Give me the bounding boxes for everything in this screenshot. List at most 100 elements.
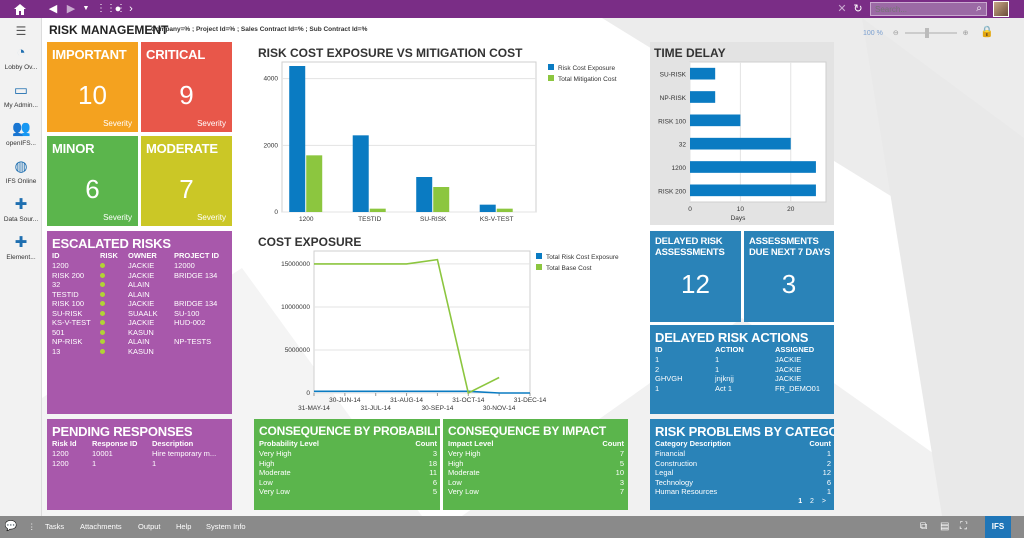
- table-row[interactable]: High 18: [259, 459, 437, 469]
- table-row[interactable]: Technology 6: [655, 478, 831, 488]
- zoom-control[interactable]: 100 % ⊖ ⊕ 🔒: [863, 25, 995, 39]
- table-row[interactable]: TESTID ALAIN: [52, 290, 227, 300]
- document-icon[interactable]: ▤: [940, 521, 950, 532]
- ifs-logo: IFS: [985, 516, 1011, 538]
- nav-next-icon[interactable]: ›: [129, 3, 133, 15]
- table-row[interactable]: 1 Act 1 FR_DEMO01: [655, 384, 830, 394]
- bottom-tab-tasks[interactable]: Tasks: [45, 522, 65, 531]
- x-tick-label: 0: [688, 206, 692, 213]
- column-header: Description: [152, 439, 194, 448]
- nav-item-openifs[interactable]: 👥 openIFS...: [0, 120, 42, 147]
- table-row[interactable]: RISK 100 JACKIE BRIDGE 134: [52, 299, 227, 309]
- bar-time-delay: [690, 137, 791, 150]
- delayed-actions-panel[interactable]: DELAYED RISK ACTIONS ID ACTION ASSIGNED …: [650, 325, 834, 414]
- nav-item-lobby[interactable]: ◔ Lobby Ov...: [0, 44, 42, 71]
- table-row[interactable]: Human Resources 1: [655, 487, 831, 497]
- zoom-slider[interactable]: [904, 28, 957, 39]
- refresh-icon[interactable]: ↻: [853, 3, 863, 15]
- zoom-out-icon[interactable]: ⊖: [892, 30, 899, 37]
- dot-icon[interactable]: ●: [114, 3, 122, 15]
- pending-responses-panel[interactable]: PENDING RESPONSES Risk Id Response ID De…: [47, 419, 232, 510]
- table-cell: 1200: [52, 261, 69, 270]
- table-row[interactable]: RISK 200 JACKIE BRIDGE 134: [52, 271, 227, 281]
- table-cell: 7: [619, 487, 624, 496]
- pager-page-1[interactable]: 1: [798, 498, 803, 505]
- risk-indicator-icon: [100, 280, 128, 290]
- risk-indicator-icon: [100, 309, 128, 319]
- table-row[interactable]: NP-RISK ALAIN NP-TESTS: [52, 337, 227, 347]
- escalated-risks-panel[interactable]: ESCALATED RISKS ID RISK OWNER PROJECT ID…: [47, 231, 232, 414]
- bottom-tab-output[interactable]: Output: [138, 522, 161, 531]
- table-row[interactable]: Financial 1: [655, 449, 831, 459]
- chart-title: RISK COST EXPOSURE VS MITIGATION COST: [258, 46, 523, 60]
- tile-moderate[interactable]: MODERATE 7 Severity: [141, 136, 232, 226]
- zoom-in-icon[interactable]: ⊕: [962, 30, 969, 37]
- nav-item-ifs-online[interactable]: ◍ IFS Online: [0, 158, 42, 185]
- table-cell: 3: [619, 477, 624, 487]
- dropdown-icon[interactable]: ▼: [82, 5, 90, 12]
- table-row[interactable]: Very Low 5: [259, 487, 437, 497]
- lock-icon[interactable]: 🔒: [980, 26, 995, 38]
- table-row[interactable]: Very High 7: [448, 449, 624, 459]
- consequence-probability-panel[interactable]: CONSEQUENCE BY PROBABILITY Probability L…: [254, 419, 440, 510]
- table-row[interactable]: 13 KASUN: [52, 347, 227, 357]
- table-row[interactable]: Moderate 10: [448, 468, 624, 478]
- table-cell: BRIDGE 134: [174, 270, 218, 280]
- back-icon[interactable]: ◀: [48, 3, 58, 15]
- table-row[interactable]: Low 6: [259, 478, 437, 488]
- pager-next[interactable]: >: [821, 498, 826, 505]
- nav-item-data-sources[interactable]: ✚ Data Sour...: [0, 196, 42, 223]
- bottom-tab-help[interactable]: Help: [176, 522, 192, 531]
- risk-problems-panel[interactable]: RISK PROBLEMS BY CATEGORY Category Descr…: [650, 419, 834, 510]
- table-row[interactable]: Very Low 7: [448, 487, 624, 497]
- chat-icon[interactable]: 💬: [4, 521, 18, 532]
- y-tick-label: 1200: [672, 165, 687, 172]
- bottom-tab-system-info[interactable]: System Info: [206, 522, 246, 531]
- tile-count: 7: [179, 174, 194, 204]
- column-header: ID: [655, 345, 663, 354]
- nav-item-elements[interactable]: ✚ Element...: [0, 234, 42, 261]
- tile-critical[interactable]: CRITICAL 9 Severity: [141, 42, 232, 132]
- panel-title: RISK PROBLEMS BY CATEGORY: [655, 424, 834, 439]
- tile-minor[interactable]: MINOR 6 Severity: [47, 136, 138, 226]
- table-row[interactable]: Low 3: [448, 478, 624, 488]
- table-row[interactable]: 32 ALAIN: [52, 280, 227, 290]
- table-row[interactable]: Moderate 11: [259, 468, 437, 478]
- apps-grid-icon[interactable]: ⋮⋮⋮: [96, 3, 126, 14]
- close-icon[interactable]: ✕: [837, 3, 847, 15]
- tile-title: IMPORTANT: [52, 47, 127, 62]
- column-header: ASSIGNED: [775, 345, 815, 354]
- fullscreen-icon[interactable]: ⛶: [960, 521, 967, 532]
- table-row[interactable]: 1200 10001 Hire temporary m...: [52, 449, 227, 459]
- table-row[interactable]: 1200 JACKIE 12000: [52, 261, 227, 271]
- table-row[interactable]: 2 1 JACKIE: [655, 365, 830, 375]
- nav-item-admin[interactable]: ▭ My Admin...: [0, 82, 42, 109]
- table-row[interactable]: SU-RISK SUAALK SU-100: [52, 309, 227, 319]
- search-icon[interactable]: ⌕: [976, 3, 982, 14]
- table-row[interactable]: 1200 1 1: [52, 459, 227, 469]
- home-icon[interactable]: [12, 0, 28, 18]
- delayed-assessments-tile[interactable]: DELAYED RISK ASSESSMENTS 12: [650, 231, 741, 322]
- table-cell: 18: [428, 458, 437, 468]
- bottom-tab-attachments[interactable]: Attachments: [80, 522, 122, 531]
- copy-icon[interactable]: ⧉: [920, 521, 928, 532]
- table-row[interactable]: KS-V-TEST JACKIE HUD-002: [52, 318, 227, 328]
- nav-item-label: openIFS...: [6, 140, 36, 147]
- menu-icon[interactable]: ☰: [15, 24, 27, 38]
- avatar[interactable]: [993, 1, 1009, 17]
- assessments-due-tile[interactable]: ASSESSMENTS DUE NEXT 7 DAYS 3: [744, 231, 834, 322]
- forward-icon[interactable]: ▶: [66, 3, 76, 15]
- pager-page-2[interactable]: 2: [810, 498, 814, 505]
- tile-important[interactable]: IMPORTANT 10 Severity: [47, 42, 138, 132]
- table-row[interactable]: High 5: [448, 459, 624, 469]
- table-row[interactable]: 501 KASUN: [52, 328, 227, 338]
- search-input[interactable]: [870, 2, 987, 16]
- tile-title: DELAYED RISK ASSESSMENTS: [655, 236, 725, 258]
- table-row[interactable]: Construction 2: [655, 459, 831, 469]
- consequence-impact-panel[interactable]: CONSEQUENCE BY IMPACT Impact Level Count…: [443, 419, 628, 510]
- table-row[interactable]: 1 1 JACKIE: [655, 355, 830, 365]
- table-row[interactable]: Legal 12: [655, 468, 831, 478]
- column-header: Risk Id: [52, 439, 77, 448]
- table-row[interactable]: GHVGH jnjknjj JACKIE: [655, 374, 830, 384]
- table-row[interactable]: Very High 3: [259, 449, 437, 459]
